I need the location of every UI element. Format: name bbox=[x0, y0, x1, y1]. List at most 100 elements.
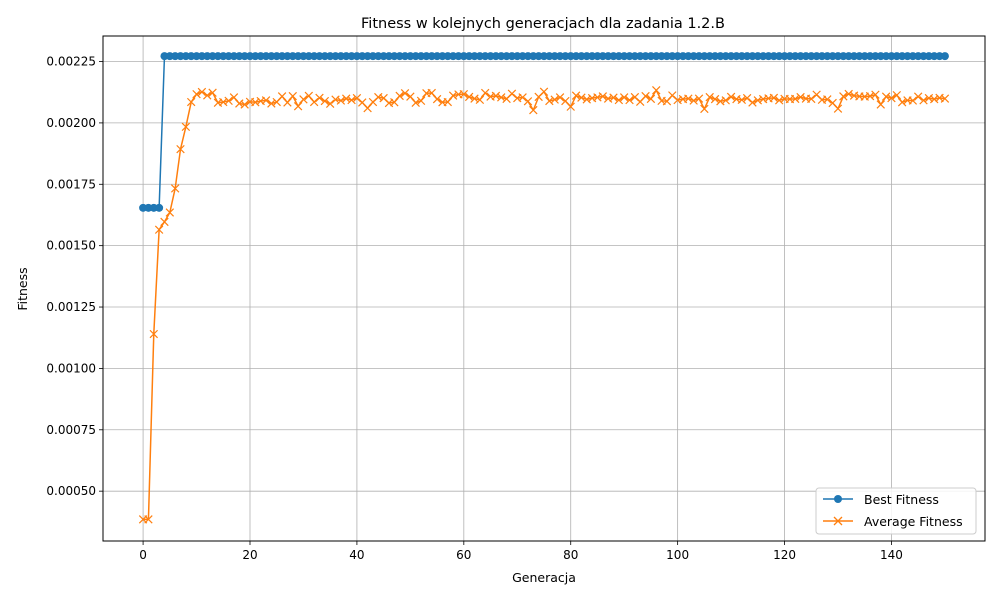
data-point bbox=[929, 94, 939, 104]
data-point bbox=[160, 217, 169, 227]
data-point bbox=[523, 97, 533, 106]
data-point bbox=[598, 92, 608, 101]
data-point bbox=[694, 94, 704, 103]
data-point bbox=[480, 88, 490, 98]
data-point bbox=[646, 94, 656, 104]
data-point bbox=[293, 101, 303, 111]
data-point bbox=[940, 94, 950, 103]
data-point bbox=[748, 98, 757, 107]
data-point bbox=[149, 329, 159, 339]
data-point bbox=[432, 94, 442, 104]
data-point bbox=[609, 93, 618, 102]
legend: Best Fitness Average Fitness bbox=[815, 487, 977, 535]
legend-average-marker bbox=[833, 516, 843, 526]
data-point bbox=[908, 96, 918, 105]
data-point bbox=[507, 89, 517, 98]
data-point bbox=[652, 86, 661, 95]
data-point bbox=[390, 98, 399, 107]
data-point bbox=[186, 97, 196, 107]
data-point bbox=[737, 95, 747, 105]
data-point bbox=[796, 92, 805, 102]
data-point bbox=[497, 93, 506, 102]
data-point bbox=[774, 96, 784, 105]
data-point bbox=[261, 96, 271, 105]
series-best-fitness bbox=[139, 52, 949, 212]
data-point bbox=[336, 96, 346, 105]
data-point bbox=[887, 93, 896, 103]
series-average-fitness bbox=[138, 86, 950, 524]
data-point bbox=[844, 89, 853, 99]
data-point bbox=[240, 100, 249, 109]
data-point bbox=[881, 92, 891, 101]
data-point bbox=[448, 91, 458, 100]
data-point bbox=[224, 96, 233, 106]
data-point bbox=[154, 225, 164, 234]
data-point bbox=[443, 97, 453, 107]
data-point bbox=[871, 90, 880, 99]
data-point bbox=[181, 122, 191, 132]
data-point bbox=[940, 52, 949, 61]
x-tick-label: 20 bbox=[242, 548, 257, 562]
data-point bbox=[619, 93, 629, 102]
chart-title: Fitness w kolejnych generacjach dla zada… bbox=[361, 16, 725, 32]
legend-box bbox=[815, 487, 977, 535]
y-tick-label: 0.00125 bbox=[46, 300, 96, 314]
y-tick-label: 0.00225 bbox=[46, 55, 96, 69]
data-point bbox=[395, 91, 404, 101]
y-axis-label: Fitness bbox=[15, 267, 30, 310]
data-point bbox=[464, 92, 474, 102]
data-point bbox=[267, 99, 276, 108]
data-point bbox=[320, 96, 330, 106]
data-point bbox=[352, 93, 362, 103]
data-point bbox=[518, 93, 527, 102]
data-point bbox=[299, 95, 308, 104]
data-point bbox=[416, 96, 426, 106]
data-point bbox=[582, 95, 591, 104]
data-point bbox=[769, 93, 779, 103]
data-point bbox=[833, 104, 843, 113]
data-point bbox=[726, 92, 736, 102]
data-point bbox=[400, 88, 410, 98]
data-point bbox=[823, 95, 832, 104]
x-tick-label: 0 bbox=[139, 548, 147, 562]
y-tick-label: 0.00200 bbox=[46, 116, 96, 130]
x-tick-label: 60 bbox=[456, 548, 471, 562]
data-point bbox=[839, 92, 848, 101]
data-point bbox=[165, 208, 175, 217]
data-point bbox=[315, 93, 324, 103]
data-point bbox=[710, 94, 720, 104]
data-point bbox=[689, 96, 698, 105]
data-point bbox=[807, 94, 816, 104]
data-point bbox=[288, 91, 297, 101]
data-point bbox=[203, 91, 212, 100]
series-layer bbox=[138, 52, 950, 524]
legend-average-label: Average Fitness bbox=[864, 514, 963, 529]
data-point bbox=[571, 91, 581, 100]
data-point bbox=[577, 93, 586, 102]
y-tick-label: 0.00150 bbox=[46, 239, 96, 253]
data-point bbox=[309, 97, 319, 107]
data-point bbox=[192, 89, 201, 99]
data-point bbox=[219, 97, 228, 107]
x-tick-label: 120 bbox=[773, 548, 796, 562]
data-point bbox=[470, 94, 479, 103]
data-point bbox=[341, 94, 351, 103]
data-point bbox=[550, 95, 559, 104]
x-tick-label: 100 bbox=[666, 548, 689, 562]
y-tick-label: 0.00050 bbox=[46, 484, 96, 498]
data-point bbox=[491, 91, 501, 101]
y-tick-label: 0.00100 bbox=[46, 361, 96, 375]
data-point bbox=[283, 98, 292, 107]
data-point bbox=[614, 95, 624, 105]
grid-lines bbox=[103, 36, 985, 541]
data-point bbox=[197, 87, 207, 97]
x-axis-ticks: 0 20 40 60 80 100 120 140 bbox=[139, 541, 903, 562]
data-point bbox=[347, 95, 356, 105]
data-point bbox=[411, 98, 420, 108]
x-axis-label: Generacja bbox=[512, 570, 576, 585]
data-point bbox=[170, 184, 180, 193]
plot-frame bbox=[102, 35, 986, 542]
data-point bbox=[545, 96, 554, 106]
data-point bbox=[459, 89, 469, 99]
